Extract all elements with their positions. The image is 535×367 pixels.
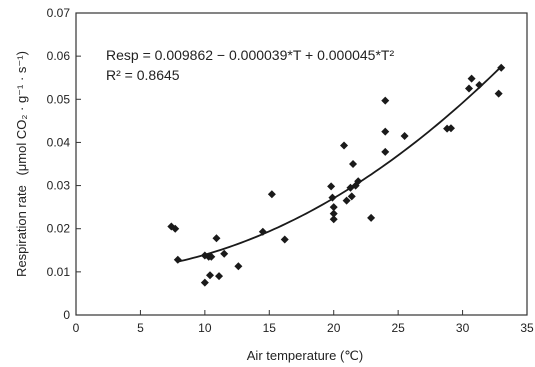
x-tick-label: 30 [456,321,470,335]
x-tick-label: 15 [263,321,277,335]
y-tick-label: 0.02 [47,222,71,236]
data-point [468,75,476,83]
data-point [495,90,503,98]
data-point [281,236,289,244]
data-point [465,85,473,93]
data-point [401,132,409,140]
y-tick-label: 0.05 [47,92,71,106]
data-point [367,214,375,222]
data-point [340,141,348,149]
data-point [201,279,209,287]
fit-curve [177,67,502,262]
data-point [497,64,505,72]
x-tick-label: 35 [520,321,534,335]
data-points [167,64,505,287]
y-axis-title-prefix: Respiration rate [14,185,29,277]
y-tick-label: 0.06 [47,49,71,63]
data-point [268,190,276,198]
data-point [349,160,357,168]
y-tick-label: 0.01 [47,265,71,279]
data-point [381,97,389,105]
x-tick-label: 20 [327,321,341,335]
data-point [206,271,214,279]
x-tick-label: 5 [137,321,144,335]
r-squared-label: R² = 0.8645 [106,67,180,83]
x-tick-label: 10 [198,321,212,335]
data-point [381,148,389,156]
fit-equation: Resp = 0.009862 − 0.000039*T + 0.000045*… [106,47,394,63]
data-point [212,234,220,242]
data-point [381,128,389,136]
y-axis-title-units: (μmol CO₂ · g⁻¹ · s⁻¹) [14,51,29,175]
x-tick-label: 25 [391,321,405,335]
data-point [234,262,242,270]
fit-curve-layer [177,67,502,262]
y-tick-label: 0.03 [47,179,71,193]
x-axis-title: Air temperature (℃) [247,348,363,363]
data-point [215,272,223,280]
data-point [475,81,483,89]
y-tick-label: 0.07 [47,6,71,20]
data-point [330,215,338,223]
data-point [220,250,228,258]
y-tick-label: 0 [63,308,70,322]
y-tick-label: 0.04 [47,135,71,149]
x-tick-label: 0 [73,321,80,335]
data-point [174,256,182,264]
data-point [327,182,335,190]
y-axis-title: Respiration rate (μmol CO₂ · g⁻¹ · s⁻¹) [14,51,29,277]
